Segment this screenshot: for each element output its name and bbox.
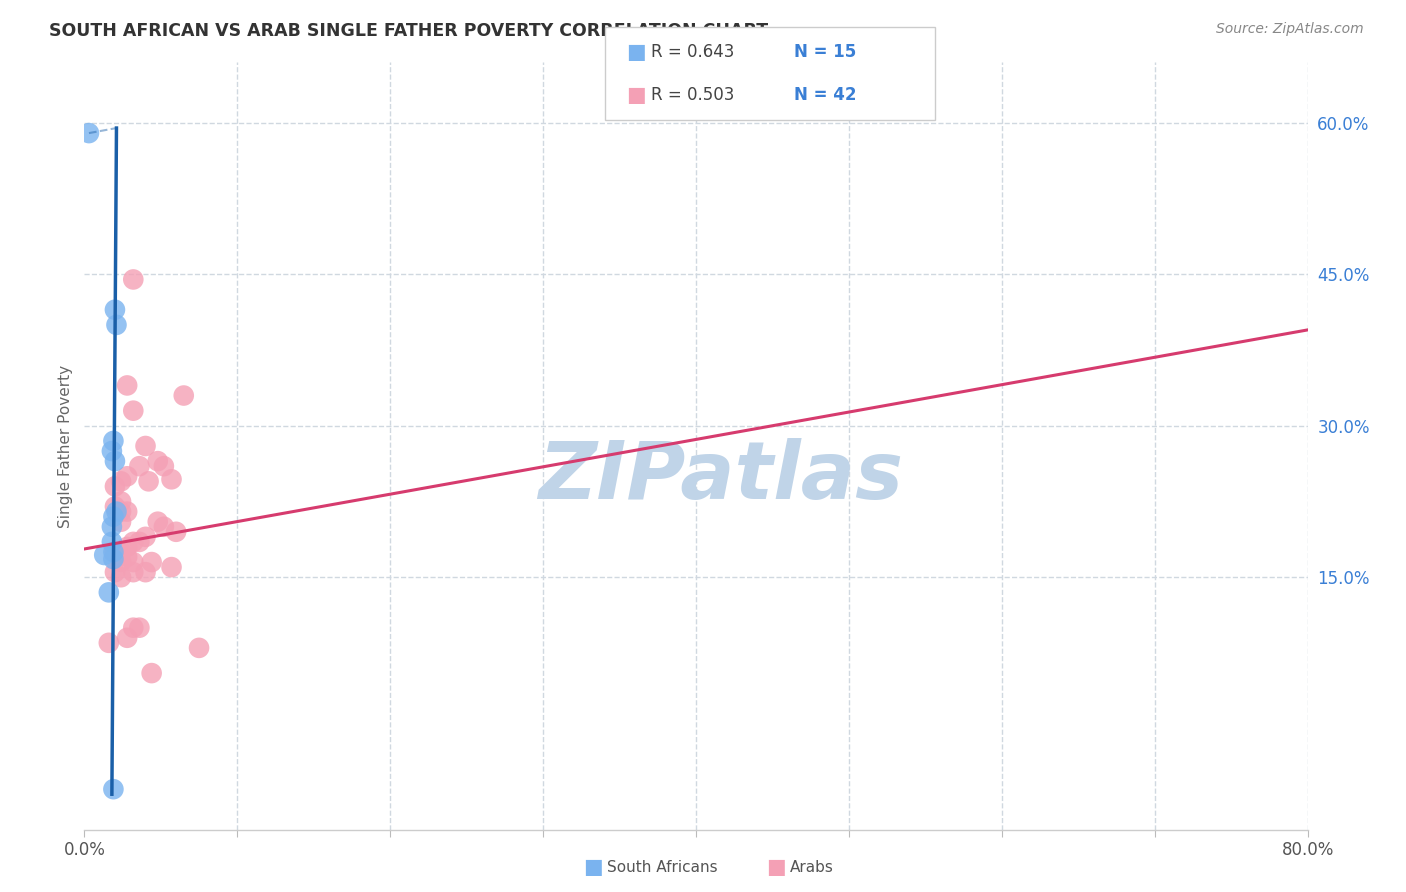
Point (160, 560, 183, 574)
Point (115, 505, 138, 519)
Text: ■: ■ (626, 85, 645, 104)
Point (104, 500, 127, 514)
Text: ■: ■ (583, 857, 603, 877)
Point (135, 530, 157, 544)
Point (77, 126, 100, 140)
Text: South Africans: South Africans (607, 860, 718, 874)
Point (105, 505, 128, 519)
Point (104, 302, 127, 317)
Point (160, 472, 183, 486)
Point (122, 565, 145, 579)
Point (103, 509, 125, 524)
Point (110, 570, 132, 584)
Point (146, 454, 169, 468)
Point (115, 540, 138, 554)
Text: R = 0.503: R = 0.503 (651, 86, 734, 103)
Y-axis label: Single Father Poverty: Single Father Poverty (58, 365, 73, 527)
Point (146, 515, 169, 529)
Point (101, 534, 124, 549)
Point (103, 552, 125, 566)
Point (188, 640, 211, 655)
Point (97, 585, 120, 599)
Text: N = 15: N = 15 (794, 44, 856, 62)
Point (128, 459, 150, 474)
Point (141, 666, 163, 681)
Point (97, 636, 120, 650)
Point (103, 434, 125, 448)
Point (104, 454, 127, 468)
Text: Source: ZipAtlas.com: Source: ZipAtlas.com (1216, 22, 1364, 37)
Point (103, 782, 125, 797)
Point (153, 459, 176, 474)
Text: ■: ■ (626, 43, 645, 62)
Point (101, 520, 124, 534)
Point (110, 505, 132, 519)
Point (110, 515, 132, 529)
Point (135, 565, 157, 579)
Text: Arabs: Arabs (790, 860, 834, 874)
Point (115, 631, 138, 645)
Point (101, 444, 124, 458)
Point (122, 272, 145, 286)
Point (104, 565, 127, 579)
Text: N = 42: N = 42 (794, 86, 856, 103)
Point (122, 555, 145, 569)
Point (135, 439, 157, 453)
Point (122, 403, 145, 417)
Point (128, 534, 150, 549)
Point (110, 494, 132, 508)
Text: R = 0.643: R = 0.643 (651, 44, 734, 62)
Point (103, 545, 125, 559)
Point (104, 545, 127, 559)
Point (122, 621, 145, 635)
Point (141, 555, 163, 569)
Point (110, 545, 132, 559)
Point (104, 479, 127, 493)
Point (122, 534, 145, 549)
Point (165, 524, 187, 539)
Point (115, 549, 138, 564)
Point (153, 520, 176, 534)
Point (110, 475, 132, 489)
Point (138, 475, 160, 489)
Point (128, 621, 150, 635)
Point (115, 378, 138, 392)
Point (115, 469, 138, 483)
Text: SOUTH AFRICAN VS ARAB SINGLE FATHER POVERTY CORRELATION CHART: SOUTH AFRICAN VS ARAB SINGLE FATHER POVE… (49, 22, 768, 40)
Point (105, 318, 128, 332)
Point (110, 555, 132, 569)
Point (173, 388, 195, 402)
Text: ZIPatlas: ZIPatlas (538, 438, 903, 516)
Text: ■: ■ (766, 857, 786, 877)
Point (93, 548, 115, 562)
